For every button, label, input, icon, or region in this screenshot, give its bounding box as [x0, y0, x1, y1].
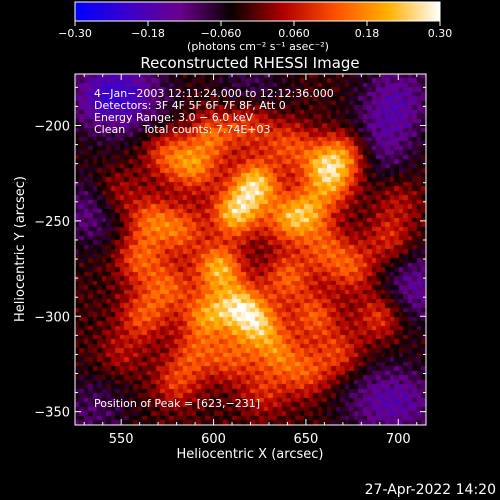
colorbar-gradient	[74, 1, 441, 22]
y-tick-label: −200	[34, 120, 70, 135]
x-tick-label: 650	[294, 432, 319, 447]
colorbar-tick-label: 0.060	[278, 27, 310, 40]
colorbar-tick-label: −0.18	[131, 27, 165, 40]
colorbar: −0.30 −0.18 −0.060 0.060 0.18 0.30 (photons c…	[58, 1, 452, 53]
x-tick-label: 550	[109, 432, 134, 447]
annotation-detectors: Detectors: 3F 4F 5F 6F 7F 8F, Att 0	[94, 99, 286, 112]
y-tick-label: −250	[34, 215, 70, 230]
colorbar-units-label: (photons cm⁻² s⁻¹ asec⁻²)	[187, 40, 329, 53]
footer-timestamp: 27-Apr-2022 14:20	[365, 482, 496, 498]
chart-title: Reconstructed RHESSI Image	[140, 54, 359, 72]
x-axis-label: Heliocentric X (arcsec)	[177, 447, 324, 462]
colorbar-tick-label: 0.18	[355, 27, 380, 40]
colorbar-tick-label: −0.060	[201, 27, 242, 40]
annotation-peak-position: Position of Peak = [623,−231]	[94, 397, 260, 410]
heatmap-image	[75, 74, 426, 425]
x-tick-label: 600	[201, 432, 226, 447]
colorbar-tick-label: −0.30	[58, 27, 92, 40]
x-tick-label: 700	[386, 432, 411, 447]
colorbar-tick-label: 0.30	[428, 27, 453, 40]
colorbar-ticks: −0.30 −0.18 −0.060 0.060 0.18 0.30	[58, 21, 452, 40]
y-tick-label: −350	[34, 406, 70, 421]
y-tick-label: −300	[34, 310, 70, 325]
y-axis-ticks: −200 −250 −300 −350	[34, 86, 426, 421]
annotation-energy-range: Energy Range: 3.0 − 6.0 keV	[94, 111, 254, 124]
x-axis-ticks: 550 600 650 700	[83, 74, 418, 447]
annotation-clean-counts: Clean Total counts: 7.74E+03	[94, 123, 271, 136]
plot-area: 550 600 650 700 −200 −250 −300 −350	[34, 73, 427, 447]
y-axis-label: Heliocentric Y (arcsec)	[13, 176, 28, 322]
annotation-time-range: 4−Jan−2003 12:11:24.000 to 12:12:36.000	[94, 87, 334, 100]
